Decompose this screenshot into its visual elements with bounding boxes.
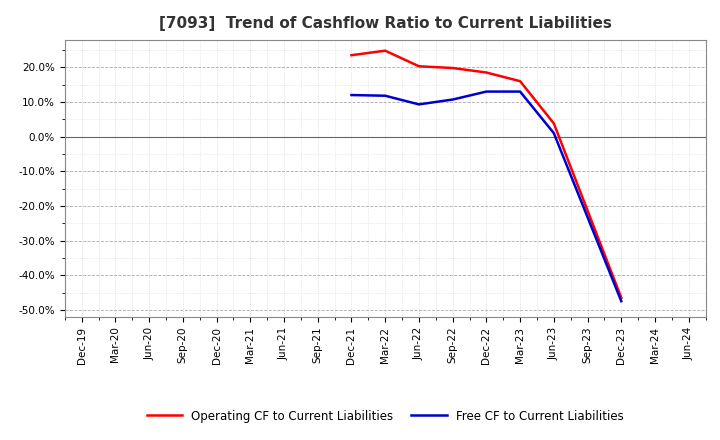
Free CF to Current Liabilities <box>415 102 423 107</box>
Operating CF to Current Liabilities <box>482 70 491 75</box>
Legend: Operating CF to Current Liabilities, Free CF to Current Liabilities: Operating CF to Current Liabilities, Fre… <box>142 405 629 427</box>
Line: Free CF to Current Liabilities: Free CF to Current Liabilities <box>351 92 621 301</box>
Free CF to Current Liabilities <box>549 131 558 136</box>
Title: [7093]  Trend of Cashflow Ratio to Current Liabilities: [7093] Trend of Cashflow Ratio to Curren… <box>159 16 611 32</box>
Operating CF to Current Liabilities <box>617 295 626 301</box>
Line: Operating CF to Current Liabilities: Operating CF to Current Liabilities <box>351 51 621 298</box>
Operating CF to Current Liabilities <box>449 66 457 71</box>
Operating CF to Current Liabilities <box>549 121 558 126</box>
Free CF to Current Liabilities <box>516 89 524 94</box>
Free CF to Current Liabilities <box>617 299 626 304</box>
Free CF to Current Liabilities <box>482 89 491 94</box>
Free CF to Current Liabilities <box>347 92 356 98</box>
Free CF to Current Liabilities <box>449 97 457 102</box>
Operating CF to Current Liabilities <box>381 48 390 53</box>
Free CF to Current Liabilities <box>381 93 390 99</box>
Operating CF to Current Liabilities <box>415 64 423 69</box>
Operating CF to Current Liabilities <box>516 78 524 84</box>
Operating CF to Current Liabilities <box>347 52 356 58</box>
